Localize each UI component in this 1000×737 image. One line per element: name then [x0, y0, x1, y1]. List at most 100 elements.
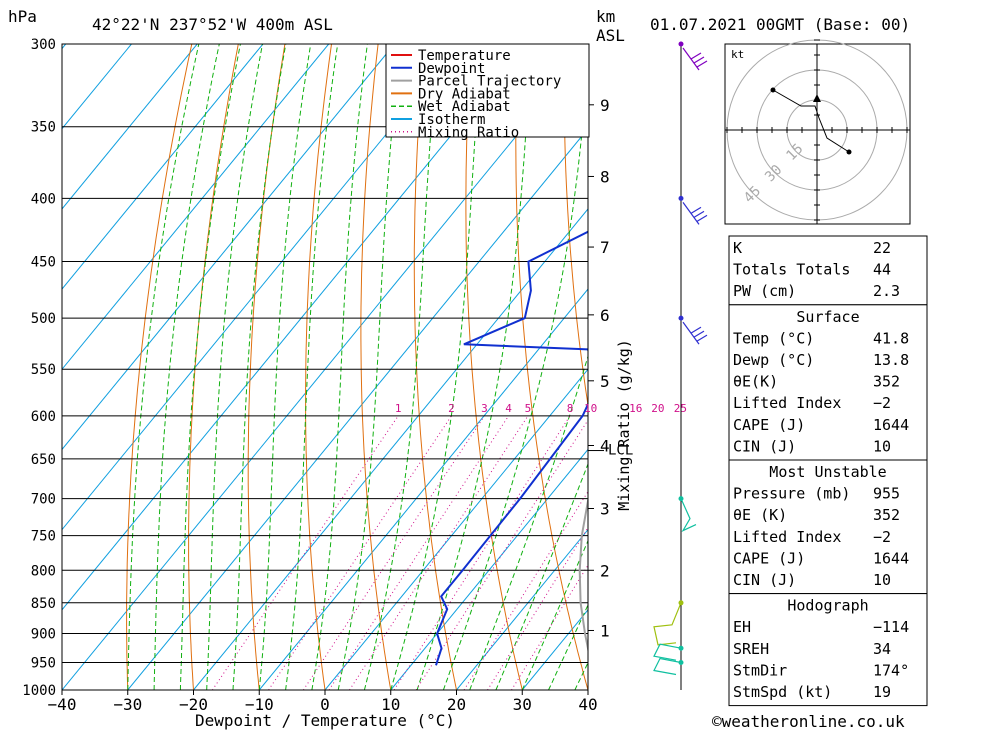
wind-profile [653, 41, 708, 690]
most-unstable-index-label: θE (K) [733, 506, 787, 524]
general-index-label: PW (cm) [733, 282, 796, 300]
hodograph-index-value: −114 [873, 618, 909, 636]
wind-level-dot [678, 315, 684, 321]
x-tick-label: −10 [245, 695, 274, 714]
wet-adiabat-line [285, 44, 339, 690]
surface-index-value: 1644 [873, 416, 909, 434]
mixing-ratio-line [328, 415, 510, 690]
x-tick-label: 30 [513, 695, 532, 714]
isotherm-line [324, 368, 588, 690]
wind-barb-feather [693, 56, 705, 64]
pressure-tick-label: 1000 [22, 683, 56, 699]
mixing-ratio-line [349, 415, 529, 690]
general-index-label: K [733, 239, 742, 257]
isotherm-line [62, 44, 264, 290]
hodograph-index-value: 19 [873, 683, 891, 701]
most-unstable-index-box [728, 459, 928, 595]
km-tick-label: 9 [600, 96, 610, 115]
km-tick-label: 4 [600, 437, 610, 456]
surface-index-label: Dewp (°C) [733, 351, 814, 369]
general-index-value: 44 [873, 261, 891, 279]
wind-barb-feather [696, 334, 708, 342]
legend-box [385, 43, 590, 138]
km-tick-label: 3 [600, 500, 610, 519]
most-unstable-index-value: 10 [873, 571, 891, 589]
general-index-value: 22 [873, 239, 891, 257]
isotherm-line [62, 47, 588, 690]
most-unstable-index-label: Pressure (mb) [733, 485, 850, 503]
legend-label: Dewpoint [418, 61, 485, 77]
most-unstable-index-label: CAPE (J) [733, 549, 805, 567]
hodograph-index-value: 34 [873, 640, 891, 658]
surface-index-label: θE(K) [733, 373, 778, 391]
wind-level-dot [678, 41, 684, 47]
x-tick-label: −20 [179, 695, 208, 714]
most-unstable-index-label: Lifted Index [733, 528, 841, 546]
parcel-trajectory [578, 496, 588, 654]
most-unstable-index-label: CIN (J) [733, 571, 796, 589]
mixing-ratio-line [511, 564, 588, 690]
surface-index-title: Surface [796, 308, 859, 326]
dry-adiabat-line [937, 44, 1000, 690]
pressure-tick-label: 300 [31, 37, 56, 53]
km-tick-label: 5 [600, 372, 610, 391]
wet-adiabat-line [179, 44, 241, 690]
wet-adiabat-line [127, 44, 200, 690]
hodograph-index-label: StmSpd (kt) [733, 683, 832, 701]
hodograph-trace [772, 89, 850, 153]
wind-barb-feather [696, 214, 708, 222]
isotherm-line [390, 448, 588, 690]
dry-adiabat-line [984, 44, 1000, 690]
mixing-ratio-line [268, 415, 452, 690]
x-axis-title: Dewpoint / Temperature (°C) [195, 711, 455, 730]
dry-adiabat-line [515, 44, 588, 690]
km-tick-label: 2 [600, 561, 610, 580]
legend-label: Parcel Trajectory [418, 74, 561, 90]
pressure-tick-label: 450 [31, 255, 56, 271]
surface-index-label: CIN (J) [733, 437, 796, 455]
x-tick-label: 20 [447, 695, 466, 714]
x-tick-label: −40 [48, 695, 77, 714]
x-tick-label: −30 [113, 695, 142, 714]
most-unstable-index-title: Most Unstable [769, 463, 886, 481]
legend-label: Isotherm [418, 112, 485, 128]
surface-index-value: 41.8 [873, 329, 909, 347]
wind-barb-feather [690, 52, 702, 60]
axes: 3003504004505005506006507007508008509009… [22, 37, 633, 714]
pressure-tick-label: 950 [31, 656, 56, 672]
surface-index-label: Lifted Index [733, 394, 841, 412]
isotherm-line [62, 44, 395, 451]
wind-barb [680, 498, 697, 532]
hodograph-index-title: Hodograph [787, 597, 868, 615]
profiles [435, 230, 588, 666]
wind-barb-feather [693, 210, 705, 218]
surface-index-label: Temp (°C) [733, 329, 814, 347]
isotherm-line [127, 127, 588, 690]
x-tick-label: 0 [320, 695, 330, 714]
wind-barb-feather [690, 206, 702, 214]
dry-adiabat-line [413, 44, 457, 690]
mixing-ratio-label: 8 [567, 402, 574, 415]
pressure-tick-label: 350 [31, 120, 56, 136]
surface-index-label: CAPE (J) [733, 416, 805, 434]
indices-table: K 22 Totals Totals 44 PW (cm) 2.3 Surface Temp … [728, 235, 928, 707]
x-tick-label: 40 [578, 695, 597, 714]
legend-label: Dry Adiabat [418, 86, 511, 102]
wind-barb-feather [693, 330, 705, 338]
mixing-ratio-label: 1 [395, 402, 402, 415]
mixing-ratio-label: 25 [674, 402, 687, 415]
wet-adiabat-line [521, 539, 588, 690]
km-tick-label: 6 [600, 306, 610, 325]
most-unstable-index-value: 1644 [873, 549, 909, 567]
pressure-tick-label: 900 [31, 627, 56, 643]
isotherm-line [193, 208, 588, 690]
km-tick-label: 1 [600, 622, 610, 641]
wet-adiabat-line [416, 44, 533, 690]
hodograph-unit-label: kt [731, 48, 744, 61]
isotherm-line [62, 44, 330, 371]
most-unstable-index-value: −2 [873, 528, 891, 546]
legend-label: Mixing Ratio [418, 125, 519, 141]
wet-adiabat-line [442, 60, 588, 690]
pressure-tick-label: 650 [31, 452, 56, 468]
